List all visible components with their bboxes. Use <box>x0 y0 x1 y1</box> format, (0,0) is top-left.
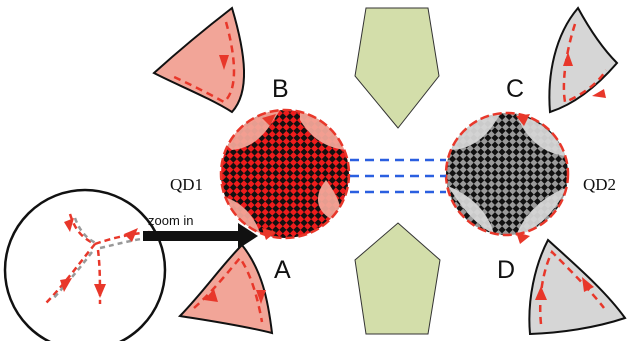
lead-label-d: D <box>497 256 515 284</box>
qd1-label: QD1 <box>170 175 203 194</box>
red-arrowhead-icon <box>262 228 276 240</box>
red-arrowhead-icon <box>563 52 573 66</box>
lead-c <box>548 6 619 114</box>
red-arrowhead-icon <box>204 289 218 302</box>
red-arrowhead-icon <box>262 114 276 126</box>
red-arrowhead-icon <box>64 218 74 232</box>
red-arrowhead-icon <box>94 284 106 298</box>
red-arrowhead-icon <box>535 286 547 300</box>
red-arrowhead-icon <box>516 114 530 126</box>
qd2-label: QD2 <box>583 175 616 194</box>
red-arrowhead-icon <box>60 278 72 292</box>
lead-label-a: A <box>274 256 291 284</box>
zoom-label: zoom in <box>148 213 194 228</box>
red-arrowhead-icon <box>219 55 229 70</box>
zoom-inset <box>3 188 167 346</box>
top-gate <box>354 7 440 129</box>
lead-b <box>152 6 246 114</box>
red-arrowhead-icon <box>256 290 266 304</box>
lead-d <box>528 238 627 336</box>
lead-a <box>177 243 274 335</box>
edge-channel-b <box>171 21 236 104</box>
quantum-dot-1 <box>219 108 351 240</box>
red-arrowhead-icon <box>124 228 138 242</box>
black-arrow-icon <box>143 223 258 249</box>
red-arrowhead-icon <box>582 277 594 292</box>
lead-label-b: B <box>272 75 289 103</box>
red-arrowhead-icon <box>592 89 606 98</box>
edge-channel-c <box>562 23 608 104</box>
red-arrowhead-icon <box>516 232 530 244</box>
quantum-dot-2 <box>444 111 570 244</box>
bottom-gate <box>354 222 441 335</box>
coupling-lines <box>350 158 446 194</box>
lead-label-c: C <box>506 75 524 103</box>
